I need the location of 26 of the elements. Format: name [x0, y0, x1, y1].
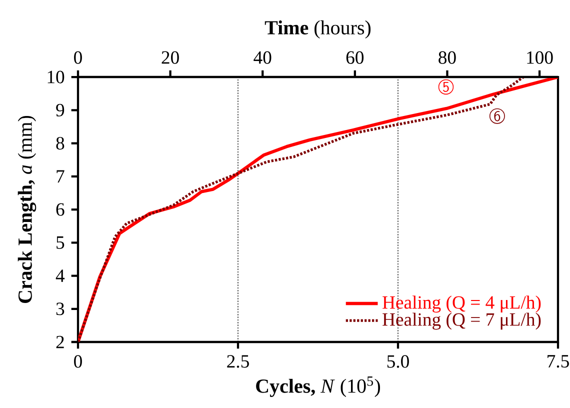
y-axis-title: Crack Length, a (mm) — [18, 116, 36, 303]
annotation: 5 — [442, 82, 449, 92]
y-tick-label: 6 — [56, 203, 64, 216]
x2-axis-title: Time (hours) — [264, 20, 371, 39]
x-tick-label: 7.5 — [548, 355, 569, 368]
y-tick-label: 4 — [56, 270, 65, 282]
y-tick-label: 5 — [56, 236, 64, 249]
x2-tick-label: 20 — [162, 51, 179, 64]
legend-label: Healing (Q = 4 μL/h) — [382, 296, 541, 313]
y-tick-label: 2 — [56, 336, 64, 348]
y-tick-label: 3 — [56, 302, 64, 316]
x-tick-label: 2.5 — [227, 355, 249, 368]
x2-tick-label: 0 — [74, 51, 82, 64]
y-tick-label: 7 — [56, 170, 64, 182]
x-tick-label: 0 — [74, 355, 82, 368]
x2-tick-label: 40 — [254, 51, 272, 64]
x2-tick-label: 60 — [346, 51, 364, 64]
legend-label: Healing (Q = 7 μL/h) — [382, 312, 541, 330]
y-tick-label: 10 — [48, 70, 64, 84]
annotation: 6 — [494, 110, 500, 122]
x-axis-title: Cycles, N (10$^{5}$) — [256, 376, 380, 397]
y-tick-label: 9 — [56, 104, 64, 116]
x-tick-label: 5.0 — [387, 355, 409, 368]
y-tick-label: 8 — [56, 136, 64, 150]
x2-tick-label: 80 — [438, 51, 456, 64]
x2-tick-label: 100 — [527, 51, 553, 64]
